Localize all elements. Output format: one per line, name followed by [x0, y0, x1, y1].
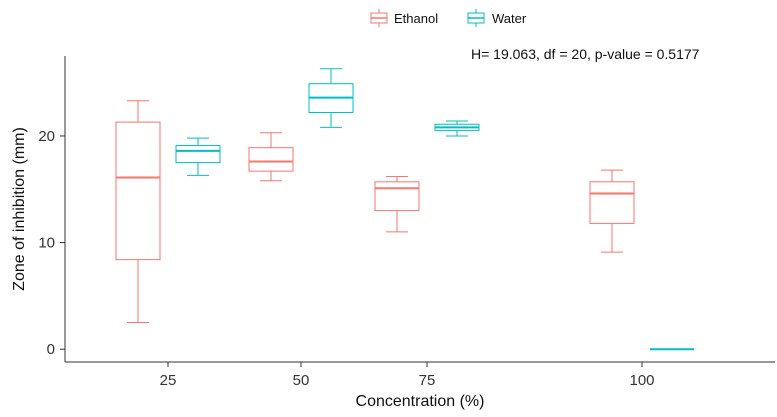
x-tick-label-25: 25: [160, 372, 177, 389]
y-axis-title: Zone of inhibition (mm): [11, 127, 28, 291]
statistics-annotation: H= 19.063, df = 20, p-value = 0.5177: [471, 46, 700, 62]
legend-key-ethanol: [370, 9, 388, 27]
iqr-box: [248, 147, 294, 172]
box-ethanol-75: [374, 175, 420, 233]
legend-label-ethanol: Ethanol: [394, 11, 438, 26]
box-water-75: [434, 120, 480, 137]
box-ethanol-100: [589, 169, 635, 253]
iqr-box: [374, 181, 420, 212]
legend: Ethanol Water: [370, 9, 527, 27]
y-tick-label-0: 0: [47, 341, 55, 358]
legend-label-water: Water: [492, 11, 527, 26]
x-axis-ticks: 25 50 75 100: [160, 362, 655, 389]
iqr-box: [175, 145, 221, 164]
x-tick-label-100: 100: [629, 372, 654, 389]
box-ethanol-50: [248, 132, 294, 182]
box-ethanol-25: [115, 100, 161, 324]
x-axis-title: Concentration (%): [356, 393, 485, 410]
iqr-box: [589, 181, 635, 224]
legend-key-water: [467, 9, 485, 27]
x-tick-label-75: 75: [419, 372, 436, 389]
x-tick-label-50: 50: [293, 372, 310, 389]
y-tick-label-10: 10: [38, 235, 55, 252]
iqr-box: [115, 121, 161, 261]
box-water-50: [308, 68, 354, 128]
y-axis-ticks: 0 10 20: [38, 128, 65, 358]
y-tick-label-20: 20: [38, 128, 55, 145]
boxplot-marks: [115, 68, 694, 351]
box-water-25: [175, 137, 221, 176]
